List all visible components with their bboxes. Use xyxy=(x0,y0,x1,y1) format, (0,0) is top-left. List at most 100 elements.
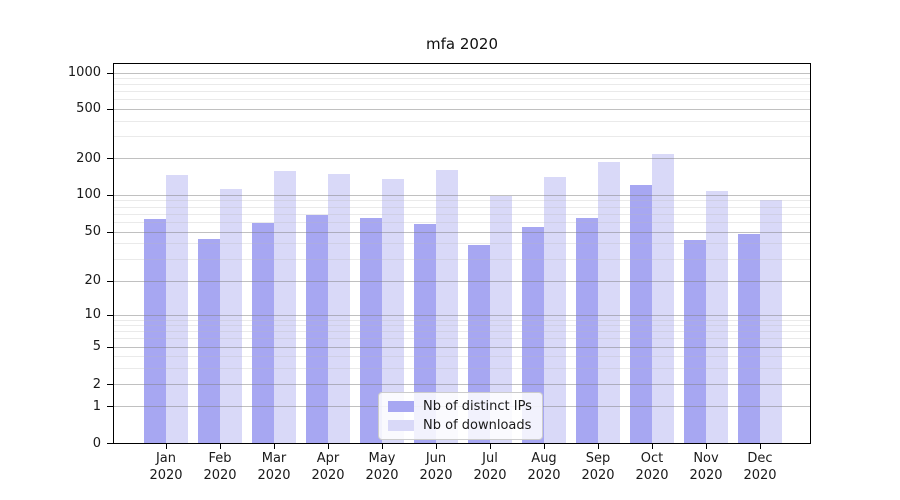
x-tick-year: 2020 xyxy=(257,468,291,483)
x-tick-mark xyxy=(327,444,329,449)
x-tick-month: Sep xyxy=(585,451,611,466)
x-tick-month: Dec xyxy=(747,451,773,466)
y-tick-label: 20 xyxy=(84,273,101,288)
bar-downloads-may xyxy=(382,179,404,443)
x-tick-month: Jan xyxy=(155,451,177,466)
y-tick-label: 10 xyxy=(84,307,101,323)
x-tick-mark xyxy=(435,444,437,449)
bar-distinct-ips-may xyxy=(360,218,382,443)
y-tick-mark xyxy=(107,384,113,386)
x-tick-month: Jul xyxy=(482,451,498,466)
y-tick-label: 100 xyxy=(76,187,101,203)
x-tick-year: 2020 xyxy=(149,468,183,483)
x-tick-year: 2020 xyxy=(527,468,561,483)
x-tick-month: Jun xyxy=(425,451,447,466)
y-tick-mark xyxy=(107,346,113,348)
bar-distinct-ips-jun xyxy=(414,224,436,443)
x-tick-label-nov: Nov 2020 xyxy=(676,450,736,484)
x-tick-label-sep: Sep 2020 xyxy=(568,450,628,484)
x-tick-label-jun: Jun 2020 xyxy=(406,450,466,484)
x-tick-year: 2020 xyxy=(689,468,723,483)
legend-label-distinct-ips: Nb of distinct IPs xyxy=(423,399,532,414)
x-tick-year: 2020 xyxy=(311,468,345,483)
bar-downloads-oct xyxy=(652,153,674,443)
x-tick-mark xyxy=(273,444,275,449)
x-tick-label-apr: Apr 2020 xyxy=(298,450,358,484)
y-tick-mark xyxy=(107,443,113,444)
y-tick-mark xyxy=(107,280,113,282)
x-tick-year: 2020 xyxy=(365,468,399,483)
x-tick-label-feb: Feb 2020 xyxy=(190,450,250,484)
x-tick-mark xyxy=(651,444,653,449)
x-tick-month: Nov xyxy=(693,451,719,466)
x-tick-label-jan: Jan 2020 xyxy=(136,450,196,484)
y-tick-label: 5 xyxy=(92,339,101,355)
bar-downloads-aug xyxy=(544,176,566,443)
bar-downloads-sep xyxy=(598,162,620,443)
x-tick-year: 2020 xyxy=(743,468,777,483)
x-tick-mark xyxy=(705,444,707,449)
x-tick-label-mar: Mar 2020 xyxy=(244,450,304,484)
x-tick-year: 2020 xyxy=(473,468,507,483)
x-tick-mark xyxy=(381,444,383,449)
y-tick-label: 2 xyxy=(92,376,101,392)
bar-downloads-nov xyxy=(706,191,728,443)
x-tick-month: Oct xyxy=(640,451,664,466)
y-tick-label: 0 xyxy=(92,435,101,451)
chart-title: mfa 2020 xyxy=(425,35,499,53)
x-tick-mark xyxy=(219,444,221,449)
x-tick-mark xyxy=(489,444,491,449)
y-tick-mark xyxy=(107,194,113,196)
bar-downloads-jul xyxy=(490,196,512,443)
y-tick-mark xyxy=(107,108,113,110)
y-tick-mark xyxy=(107,231,113,233)
x-tick-year: 2020 xyxy=(203,468,237,483)
x-tick-label-dec: Dec 2020 xyxy=(730,450,790,484)
bar-downloads-jun xyxy=(436,170,458,443)
x-tick-year: 2020 xyxy=(581,468,615,483)
bar-downloads-dec xyxy=(760,199,782,443)
x-tick-month: Mar xyxy=(261,451,287,466)
y-tick-mark xyxy=(107,406,113,408)
x-tick-month: Feb xyxy=(208,451,232,466)
bar-distinct-ips-oct xyxy=(630,184,652,443)
x-tick-label-aug: Aug 2020 xyxy=(514,450,574,484)
x-tick-label-jul: Jul 2020 xyxy=(460,450,520,484)
bar-distinct-ips-sep xyxy=(576,218,598,443)
plot-area: Nb of distinct IPs Nb of downloads xyxy=(113,63,811,444)
y-tick-label: 1000 xyxy=(67,65,101,81)
x-tick-label-oct: Oct 2020 xyxy=(622,450,682,484)
y-tick-label: 200 xyxy=(76,150,101,166)
x-tick-mark xyxy=(759,444,761,449)
bars-layer xyxy=(114,64,810,443)
x-tick-mark xyxy=(165,444,167,449)
bar-downloads-mar xyxy=(274,171,296,443)
bar-downloads-apr xyxy=(328,173,350,443)
legend-swatch-downloads-icon xyxy=(388,420,414,431)
y-tick-label: 50 xyxy=(84,224,101,239)
x-tick-label-may: May 2020 xyxy=(352,450,412,484)
x-tick-year: 2020 xyxy=(419,468,453,483)
legend-item-downloads: Nb of downloads xyxy=(388,418,532,433)
bar-distinct-ips-jan xyxy=(144,218,166,443)
x-tick-year: 2020 xyxy=(635,468,669,483)
bar-distinct-ips-dec xyxy=(738,234,760,443)
x-tick-mark xyxy=(597,444,599,449)
legend: Nb of distinct IPs Nb of downloads xyxy=(378,392,543,440)
y-tick-mark xyxy=(107,314,113,316)
bar-distinct-ips-mar xyxy=(252,223,274,443)
legend-item-distinct-ips: Nb of distinct IPs xyxy=(388,399,532,414)
x-tick-mark xyxy=(543,444,545,449)
bar-downloads-jan xyxy=(166,175,188,443)
bar-downloads-feb xyxy=(220,189,242,443)
x-tick-month: Aug xyxy=(531,451,557,466)
legend-label-downloads: Nb of downloads xyxy=(423,418,532,433)
y-tick-label: 500 xyxy=(76,101,101,117)
y-tick-mark xyxy=(107,158,113,160)
x-tick-month: Apr xyxy=(316,451,340,466)
y-tick-label: 1 xyxy=(92,398,101,414)
x-tick-month: May xyxy=(368,451,396,466)
bar-distinct-ips-feb xyxy=(198,238,220,443)
bar-distinct-ips-nov xyxy=(684,240,706,443)
